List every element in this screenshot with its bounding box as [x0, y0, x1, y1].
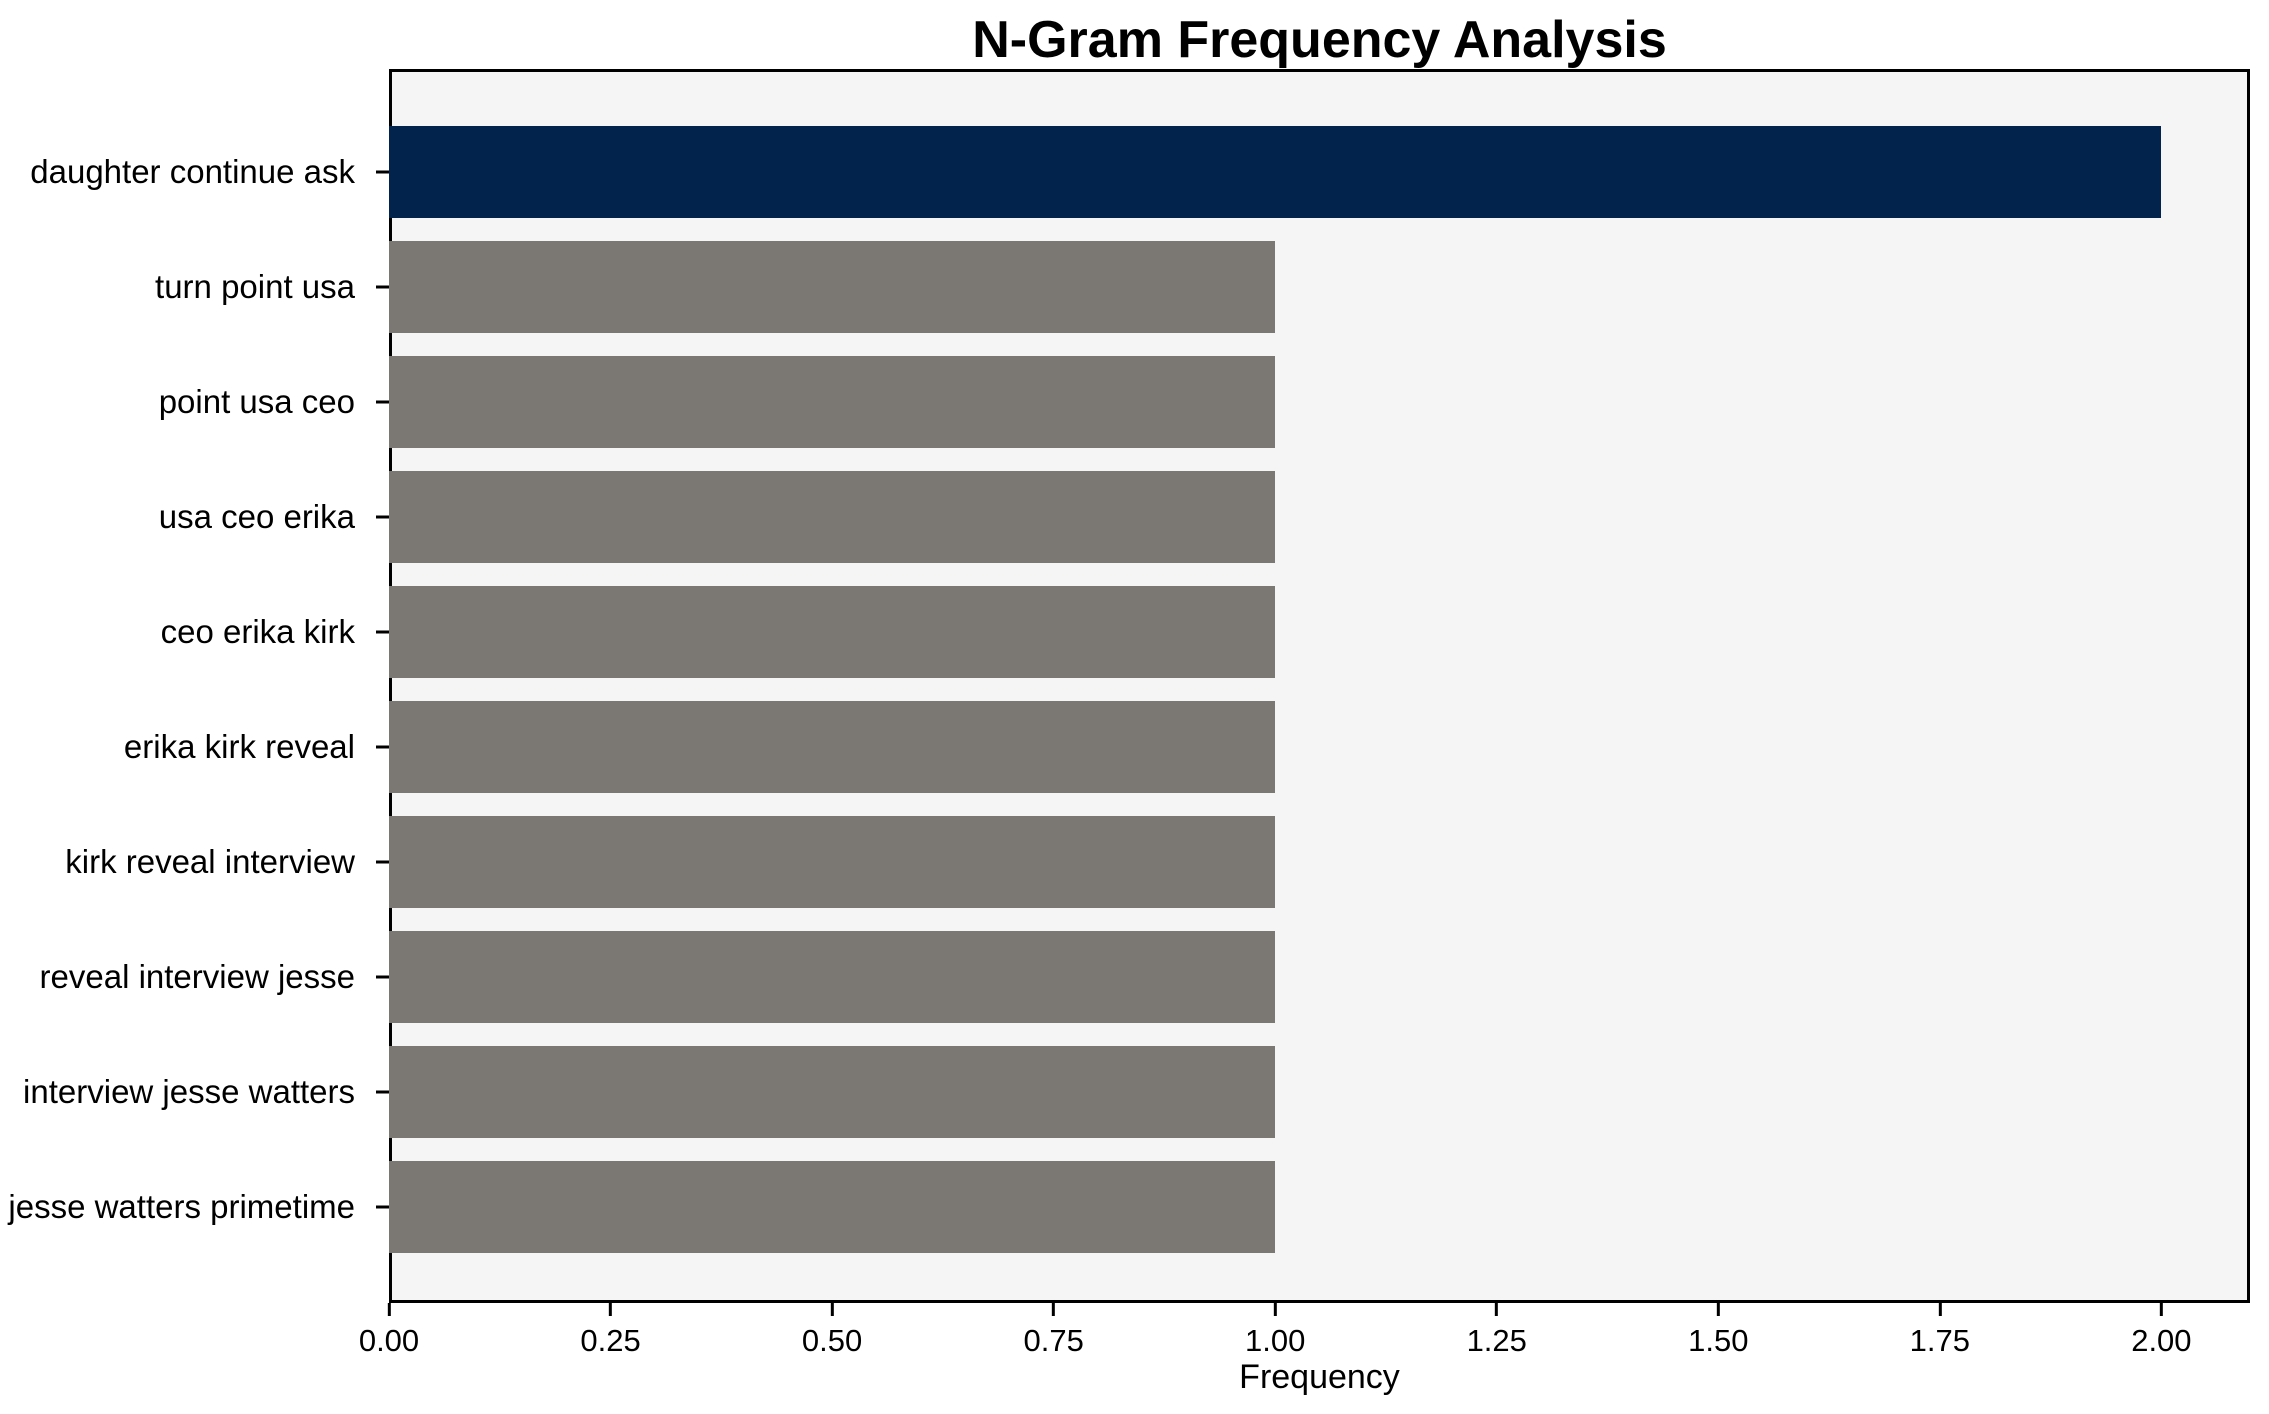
bar-row: turn point usa	[0, 230, 2250, 345]
x-tick-label: 1.75	[1909, 1323, 1970, 1358]
bar	[389, 126, 2162, 219]
bar-area	[389, 575, 2250, 690]
bar-label: jesse watters primetime	[0, 1149, 389, 1264]
x-tick-mark	[830, 1303, 834, 1316]
x-tick-label: 1.00	[1245, 1323, 1306, 1358]
bar	[389, 241, 1276, 334]
bar-label: turn point usa	[0, 230, 389, 345]
bar	[389, 356, 1276, 449]
bar-label: daughter continue ask	[0, 115, 389, 230]
bar-row: erika kirk reveal	[0, 690, 2250, 805]
bar-area	[389, 1034, 2250, 1149]
bar-row: usa ceo erika	[0, 460, 2250, 575]
x-tick-mark	[1052, 1303, 1056, 1316]
x-tick: 2.00	[2131, 1303, 2192, 1359]
x-tick: 1.25	[1467, 1303, 1527, 1359]
chart-title: N-Gram Frequency Analysis	[972, 11, 1667, 69]
x-axis-label: Frequency	[1239, 1358, 1400, 1396]
bar-label: interview jesse watters	[0, 1034, 389, 1149]
bar-label: point usa ceo	[0, 345, 389, 460]
bar-row: jesse watters primetime	[0, 1149, 2250, 1264]
bar-area	[389, 804, 2250, 919]
bar-row: reveal interview jesse	[0, 919, 2250, 1034]
bar	[389, 471, 1276, 564]
bar-row: interview jesse watters	[0, 1034, 2250, 1149]
x-tick-label: 2.00	[2131, 1323, 2192, 1358]
x-tick-label: 0.00	[358, 1323, 420, 1358]
bar-area	[389, 115, 2250, 230]
x-tick-mark	[2159, 1303, 2163, 1316]
bar-label: ceo erika kirk	[0, 575, 389, 690]
x-tick-mark	[387, 1303, 391, 1316]
x-tick-label: 1.25	[1466, 1323, 1527, 1358]
bar-label: kirk reveal interview	[0, 804, 389, 919]
x-tick: 1.50	[1688, 1303, 1748, 1359]
bar	[389, 701, 1276, 793]
x-tick-label: 0.25	[580, 1323, 641, 1358]
bar-label: usa ceo erika	[0, 460, 389, 575]
bar-area	[389, 460, 2250, 575]
bar-label: erika kirk reveal	[0, 690, 389, 805]
x-tick-mark	[1938, 1303, 1942, 1316]
bar-row: ceo erika kirk	[0, 575, 2250, 690]
bar	[389, 1045, 1276, 1138]
x-tick: 0.75	[1023, 1303, 1084, 1359]
bar-row: point usa ceo	[0, 345, 2250, 460]
bar	[389, 930, 1276, 1023]
bar-label: reveal interview jesse	[0, 919, 389, 1034]
x-tick: 0.25	[580, 1303, 641, 1359]
x-tick: 0.50	[802, 1303, 862, 1359]
x-tick-mark	[1716, 1303, 1720, 1316]
x-tick-label: 0.50	[801, 1323, 863, 1358]
bar-row: daughter continue ask	[0, 115, 2250, 230]
bar-area	[389, 1149, 2250, 1264]
x-tick-label: 1.50	[1688, 1323, 1749, 1358]
bar	[389, 1160, 1276, 1253]
bar	[389, 586, 1276, 679]
bar-area	[389, 230, 2250, 345]
bars-container: daughter continue ask turn point usa poi…	[0, 69, 2250, 1303]
x-tick-mark	[609, 1303, 613, 1316]
bar-area	[389, 345, 2250, 460]
x-tick: 1.75	[1910, 1303, 1970, 1359]
bar-row: kirk reveal interview	[0, 804, 2250, 919]
x-tick-mark	[1495, 1303, 1499, 1316]
x-tick: 1.00	[1245, 1303, 1305, 1359]
x-tick-label: 0.75	[1023, 1323, 1084, 1358]
bar	[389, 815, 1276, 908]
x-tick-mark	[1273, 1303, 1277, 1316]
x-tick: 0.00	[359, 1303, 419, 1359]
bar-area	[389, 690, 2250, 805]
bar-area	[389, 919, 2250, 1034]
